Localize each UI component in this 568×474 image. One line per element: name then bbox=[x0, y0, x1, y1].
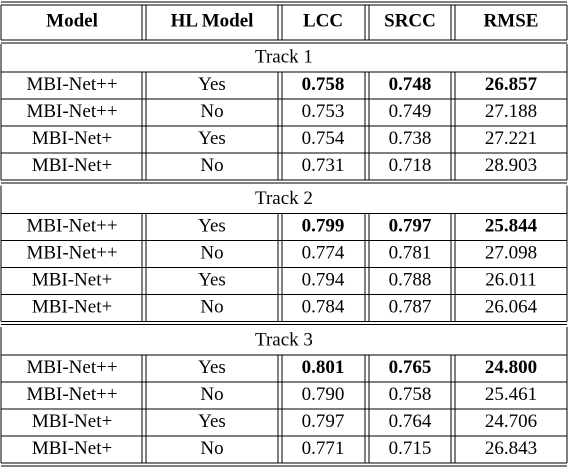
cell: No bbox=[200, 101, 223, 122]
cell: MBI-Net++ bbox=[26, 74, 117, 95]
cell: MBI-Net++ bbox=[26, 215, 117, 236]
cell: No bbox=[200, 296, 223, 317]
cell: 0.781 bbox=[389, 242, 432, 263]
cell: 0.764 bbox=[389, 411, 432, 432]
cell: Yes bbox=[198, 411, 226, 432]
cell: 24.800 bbox=[485, 357, 537, 378]
cell: 0.758 bbox=[389, 384, 432, 405]
cell: 0.749 bbox=[389, 101, 432, 122]
track-title: Track 2 bbox=[255, 188, 313, 209]
cell: 0.754 bbox=[302, 128, 345, 149]
cell: MBI-Net+ bbox=[32, 128, 112, 149]
cell: No bbox=[200, 242, 223, 263]
cell: 27.098 bbox=[485, 242, 537, 263]
cell: Yes bbox=[198, 269, 226, 290]
cell: 27.188 bbox=[485, 101, 537, 122]
cell: 0.748 bbox=[389, 74, 432, 95]
cell: MBI-Net+ bbox=[32, 296, 112, 317]
cell: 0.771 bbox=[302, 438, 345, 459]
cell: No bbox=[200, 438, 223, 459]
cell: 26.064 bbox=[485, 296, 538, 317]
cell: MBI-Net++ bbox=[26, 384, 117, 405]
cell: 0.788 bbox=[389, 269, 432, 290]
cell: 26.857 bbox=[485, 74, 538, 95]
cell: 0.715 bbox=[389, 438, 432, 459]
cell: Yes bbox=[198, 128, 226, 149]
cell: 0.787 bbox=[389, 296, 432, 317]
column-header: SRCC bbox=[384, 10, 436, 31]
cell: 26.843 bbox=[485, 438, 537, 459]
cell: 0.738 bbox=[389, 128, 432, 149]
cell: 0.801 bbox=[302, 357, 345, 378]
cell: Yes bbox=[198, 215, 226, 236]
cell: 0.731 bbox=[302, 155, 345, 176]
cell: MBI-Net+ bbox=[32, 155, 112, 176]
cell: Yes bbox=[198, 74, 226, 95]
column-header: Model bbox=[46, 10, 98, 31]
cell: 25.844 bbox=[485, 215, 538, 236]
column-header: RMSE bbox=[484, 10, 539, 31]
cell: 26.011 bbox=[485, 269, 537, 290]
cell: 0.718 bbox=[389, 155, 432, 176]
cell: 0.797 bbox=[302, 411, 345, 432]
cell: 27.221 bbox=[485, 128, 537, 149]
cell: 0.765 bbox=[389, 357, 432, 378]
cell: 24.706 bbox=[485, 411, 537, 432]
cell: MBI-Net+ bbox=[32, 411, 112, 432]
column-header: LCC bbox=[303, 10, 343, 31]
cell: 0.799 bbox=[302, 215, 345, 236]
cell: No bbox=[200, 155, 223, 176]
cell: MBI-Net++ bbox=[26, 357, 117, 378]
column-header: HL Model bbox=[171, 10, 254, 31]
cell: 0.794 bbox=[302, 269, 345, 290]
cell: MBI-Net+ bbox=[32, 269, 112, 290]
cell: 25.461 bbox=[485, 384, 537, 405]
cell: 0.774 bbox=[302, 242, 345, 263]
cell: 0.753 bbox=[302, 101, 345, 122]
cell: Yes bbox=[198, 357, 226, 378]
cell: 0.784 bbox=[302, 296, 345, 317]
cell: 28.903 bbox=[485, 155, 537, 176]
cell: 0.797 bbox=[389, 215, 432, 236]
cell: 0.790 bbox=[302, 384, 345, 405]
track-title: Track 1 bbox=[255, 46, 313, 67]
track-title: Track 3 bbox=[255, 329, 313, 350]
cell: 0.758 bbox=[302, 74, 345, 95]
cell: No bbox=[200, 384, 223, 405]
cell: MBI-Net++ bbox=[26, 242, 117, 263]
cell: MBI-Net++ bbox=[26, 101, 117, 122]
cell: MBI-Net+ bbox=[32, 438, 112, 459]
